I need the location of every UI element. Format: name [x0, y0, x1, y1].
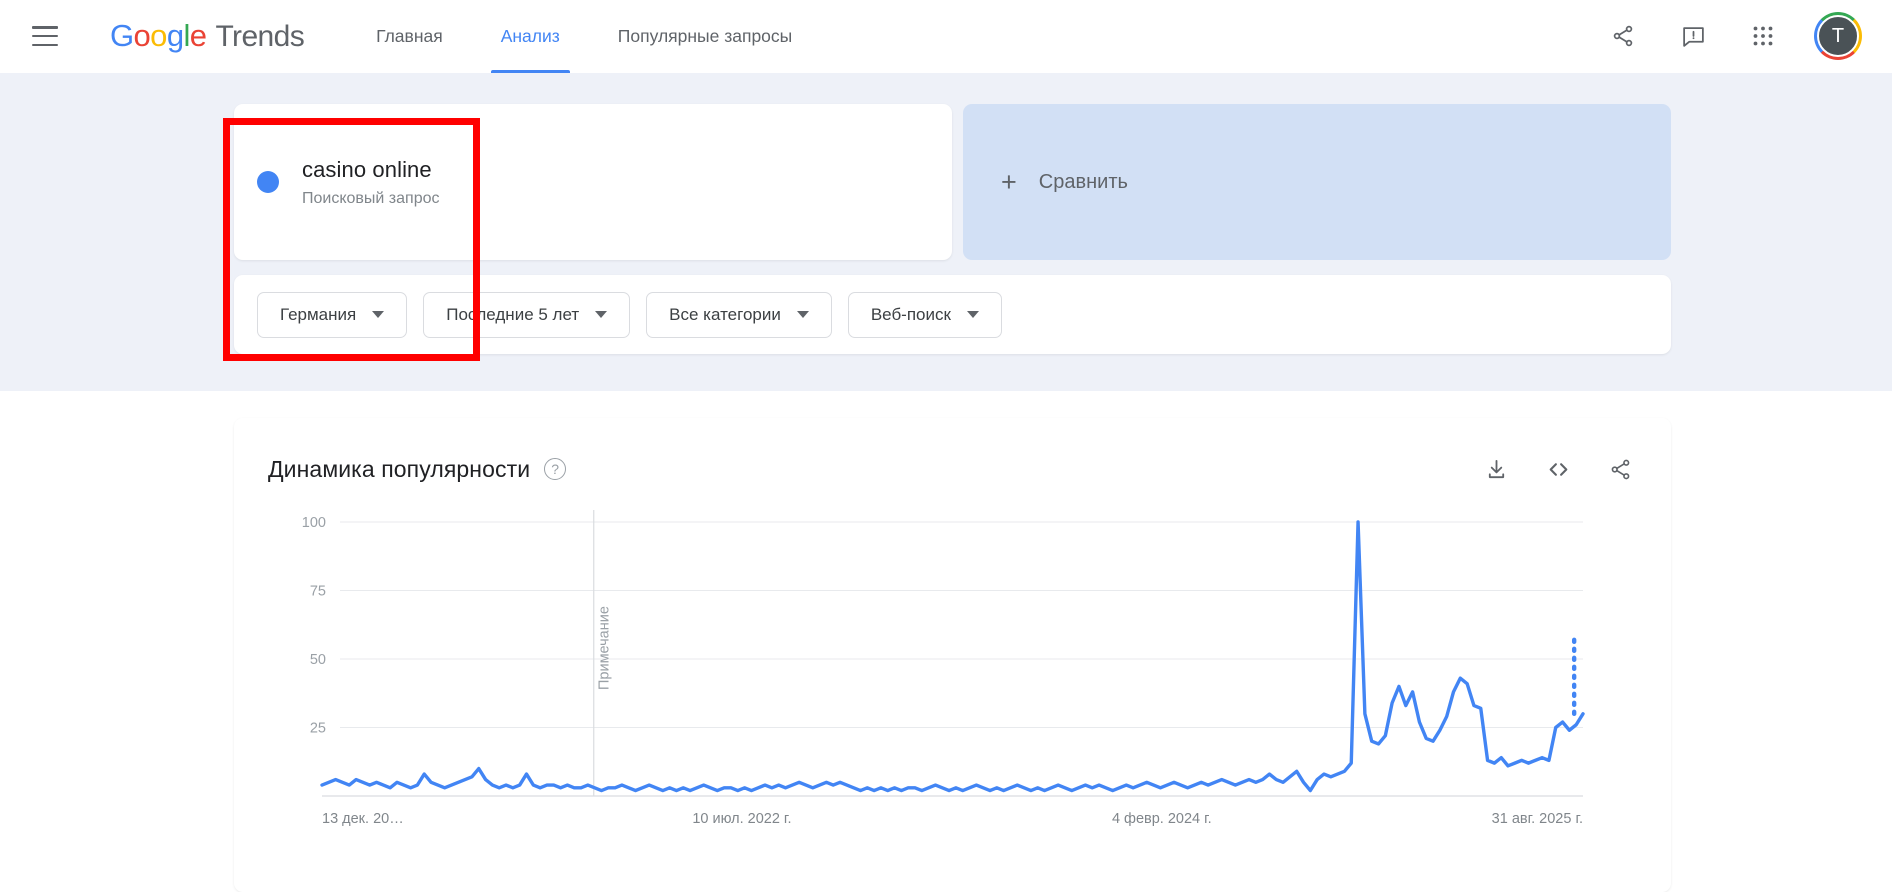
chart-x-tick-label: 10 июл. 2022 г.: [692, 811, 791, 827]
series-color-dot: [257, 171, 279, 193]
svg-text:75: 75: [310, 584, 326, 600]
chart-x-tick-label: 31 авг. 2025 г.: [1492, 811, 1583, 827]
compare-label: Сравнить: [1038, 170, 1128, 193]
share-icon[interactable]: [1600, 13, 1646, 59]
chart-title: Динамика популярности: [268, 455, 531, 482]
chart-svg: 25 50 75 100 Примечание 13 дек. 20… 10 июл. 20…: [302, 510, 1585, 827]
logo-product-name: Trends: [215, 20, 305, 53]
interest-over-time-chart[interactable]: 25 50 75 100 Примечание 13 дек. 20… 10 июл. 20…: [234, 508, 1671, 892]
download-icon[interactable]: [1479, 452, 1513, 486]
search-term-subtitle: Поисковый запрос: [302, 189, 440, 207]
logo-letter-o1: o: [133, 18, 151, 53]
filter-category[interactable]: Все категории: [646, 291, 832, 338]
search-term-card[interactable]: casino online Поисковый запрос: [234, 104, 952, 260]
avatar[interactable]: T: [1814, 12, 1862, 60]
avatar-initial: T: [1817, 15, 1859, 57]
svg-text:50: 50: [310, 652, 326, 668]
chart-line-series: [320, 520, 1585, 793]
search-term-text: casino online Поисковый запрос: [302, 157, 440, 208]
filter-search-type-label: Веб-поиск: [870, 304, 951, 324]
filter-category-label: Все категории: [669, 304, 781, 324]
nav-item-trending[interactable]: Популярные запросы: [617, 25, 793, 46]
svg-text:25: 25: [310, 721, 326, 737]
nav-item-home[interactable]: Главная: [376, 25, 443, 46]
compare-button[interactable]: + Сравнить: [963, 104, 1671, 260]
header-actions: T: [1576, 12, 1892, 60]
svg-text:100: 100: [302, 515, 326, 531]
filter-time-range-label: Последние 5 лет: [446, 304, 580, 324]
share-icon[interactable]: [1603, 452, 1637, 486]
filter-location[interactable]: Германия: [257, 291, 408, 338]
chevron-down-icon: [796, 311, 809, 318]
hamburger-menu-icon[interactable]: [32, 26, 58, 46]
filter-location-label: Германия: [280, 304, 357, 324]
chart-note-label: Примечание: [597, 606, 613, 690]
chevron-down-icon: [595, 311, 608, 318]
interest-over-time-card: Динамика популярности ?: [234, 418, 1671, 892]
embed-code-icon[interactable]: [1541, 452, 1575, 486]
main-navigation: Главная Анализ Популярные запросы: [366, 0, 840, 73]
nav-item-explore[interactable]: Анализ: [490, 0, 570, 73]
filter-time-range[interactable]: Последние 5 лет: [423, 291, 631, 338]
filter-search-type[interactable]: Веб-поиск: [847, 291, 1002, 338]
chart-x-tick-label: 4 февр. 2024 г.: [1112, 811, 1212, 827]
search-term-title: casino online: [302, 156, 432, 182]
filters-bar: Германия Последние 5 лет Все категории В…: [234, 275, 1671, 354]
help-icon[interactable]: ?: [544, 458, 567, 480]
logo-letter-e: e: [189, 18, 207, 53]
chart-header: Динамика популярности ?: [268, 452, 1637, 486]
chevron-down-icon: [372, 311, 385, 318]
logo-letter-g2: g: [166, 18, 184, 53]
feedback-icon[interactable]: [1670, 13, 1716, 59]
logo-letter-o2: o: [150, 18, 167, 53]
query-row: casino online Поисковый запрос + Сравнит…: [234, 104, 1671, 260]
chevron-down-icon: [966, 311, 979, 318]
plus-icon: +: [1001, 166, 1017, 197]
chart-toolbar: [1451, 452, 1637, 486]
logo-letter-g: G: [110, 18, 134, 53]
logo-letter-l: l: [183, 18, 190, 53]
chart-x-tick-label: 13 дек. 20…: [322, 811, 404, 827]
apps-grid-icon[interactable]: [1740, 13, 1786, 59]
